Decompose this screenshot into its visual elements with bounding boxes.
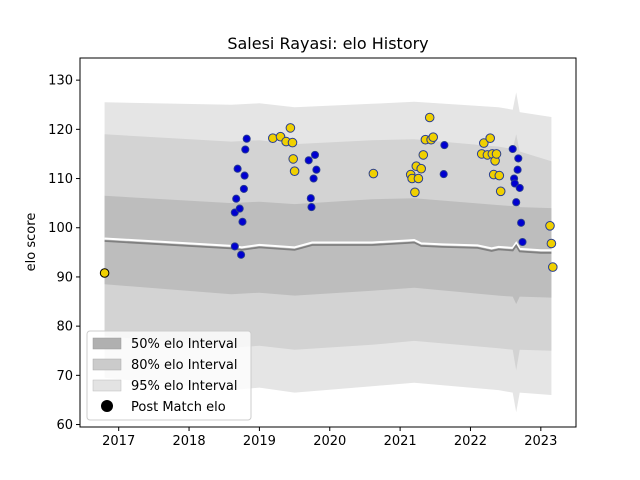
x-tick-label: 2017	[102, 434, 135, 449]
y-tick-label: 80	[56, 320, 73, 335]
post-match-point	[240, 171, 249, 180]
post-match-point	[99, 268, 110, 278]
y-tick-label: 60	[56, 418, 73, 433]
post-match-point	[548, 262, 558, 272]
post-match-point	[309, 174, 318, 183]
post-match-point	[513, 165, 522, 174]
band-50-interval	[104, 195, 552, 304]
post-match-point	[416, 163, 427, 174]
post-match-point	[410, 187, 420, 198]
x-tick-label: 2021	[384, 434, 417, 449]
post-match-point	[440, 141, 449, 150]
post-match-point	[241, 145, 250, 154]
post-match-point	[546, 238, 557, 249]
post-match-point	[288, 154, 299, 164]
post-match-point	[289, 166, 300, 176]
post-match-point	[312, 165, 321, 174]
y-tick-label: 110	[48, 172, 73, 187]
post-match-point	[518, 237, 527, 247]
legend: 50% elo Interval 80% elo Interval 95% el…	[86, 330, 252, 421]
post-match-point	[514, 154, 523, 163]
post-match-point	[306, 194, 315, 203]
y-tick-label: 70	[56, 369, 73, 384]
post-match-point	[307, 203, 316, 212]
x-tick-label: 2022	[454, 434, 487, 449]
axes-frame	[79, 57, 577, 428]
legend-label-post-match: Post Match elo	[131, 400, 226, 415]
post-match-point	[232, 194, 241, 203]
post-match-point	[418, 150, 429, 160]
x-tick-label: 2020	[313, 434, 346, 449]
post-match-point	[238, 217, 247, 226]
post-match-point	[515, 183, 524, 192]
legend-label-95: 95% elo Interval	[131, 379, 238, 394]
post-match-point	[545, 221, 555, 231]
post-match-point	[287, 137, 298, 148]
post-match-point	[413, 173, 424, 184]
post-match-point	[424, 112, 435, 123]
post-match-point	[242, 134, 251, 143]
legend-label-50: 50% elo Interval	[131, 337, 238, 352]
post-match-point	[439, 170, 448, 179]
post-match-point	[517, 218, 526, 227]
post-match-point	[495, 186, 506, 197]
legend-swatch-50	[92, 337, 122, 350]
post-match-point	[428, 132, 439, 142]
post-match-point	[235, 204, 244, 213]
y-axis: 60 70 80 90 100 110 120 130	[48, 74, 80, 433]
legend-swatch-80	[92, 358, 122, 371]
post-match-point	[237, 250, 246, 259]
post-match-point	[310, 150, 320, 159]
y-tick-label: 130	[48, 74, 73, 89]
post-match-point	[233, 164, 242, 173]
y-tick-label: 120	[48, 123, 73, 138]
legend-swatch-95	[92, 379, 122, 392]
x-tick-label: 2018	[173, 434, 206, 449]
x-axis: 2017 2018 2019 2020 2021 2022 2023	[102, 427, 557, 449]
post-match-point	[304, 156, 313, 165]
post-match-point	[230, 242, 239, 251]
legend-box	[86, 330, 252, 421]
chart-title: Salesi Rayasi: elo History	[227, 34, 428, 53]
y-axis-label: elo score	[24, 213, 39, 272]
post-match-point	[512, 198, 521, 207]
post-match-point	[239, 184, 248, 193]
post-match-point	[268, 133, 278, 143]
x-tick-label: 2019	[243, 434, 276, 449]
post-match-point	[368, 168, 379, 179]
y-tick-label: 100	[48, 221, 73, 236]
post-match-points	[99, 112, 558, 278]
y-tick-label: 90	[56, 270, 73, 285]
mean-elo-highlight-line	[104, 237, 552, 252]
x-tick-label: 2023	[524, 434, 557, 449]
post-match-point	[479, 138, 489, 148]
post-match-point	[508, 144, 517, 154]
post-match-point	[491, 149, 502, 159]
legend-label-80: 80% elo Interval	[131, 358, 238, 373]
mean-elo-line	[104, 240, 552, 254]
post-match-point	[285, 123, 296, 133]
legend-marker-post-match	[101, 400, 113, 412]
post-match-point	[485, 133, 496, 143]
post-match-point	[494, 170, 505, 181]
